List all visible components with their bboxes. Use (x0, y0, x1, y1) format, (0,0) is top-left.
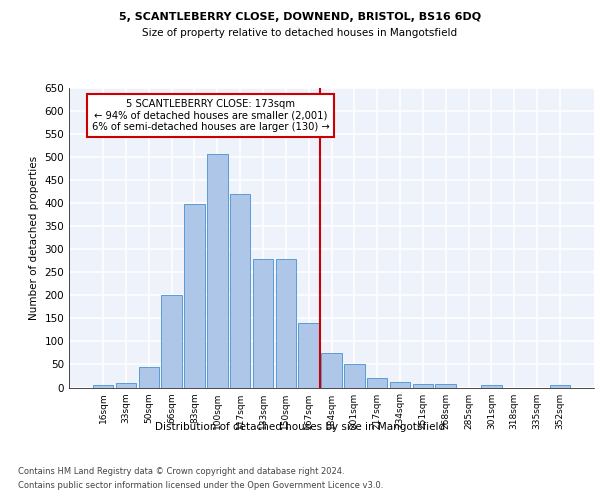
Bar (321, 353, 342, 388)
Text: 5 SCANTLEBERRY CLOSE: 173sqm
← 94% of detached houses are smaller (2,001)
6% of : 5 SCANTLEBERRY CLOSE: 173sqm ← 94% of de… (92, 99, 329, 132)
Bar (275, 259, 296, 388)
Bar (367, 378, 388, 388)
Bar (253, 259, 273, 388)
Bar (550, 385, 570, 388)
Bar (413, 384, 433, 388)
Bar (184, 204, 205, 388)
Bar (230, 194, 250, 388)
Bar (436, 384, 456, 388)
Text: Contains HM Land Registry data © Crown copyright and database right 2024.: Contains HM Land Registry data © Crown c… (18, 468, 344, 476)
Bar (344, 364, 365, 388)
Bar (390, 382, 410, 388)
Bar (161, 295, 182, 388)
Bar (93, 385, 113, 388)
Text: Size of property relative to detached houses in Mangotsfield: Size of property relative to detached ho… (142, 28, 458, 38)
Bar (116, 383, 136, 388)
Bar (207, 154, 227, 388)
Text: Contains public sector information licensed under the Open Government Licence v3: Contains public sector information licen… (18, 481, 383, 490)
Bar (481, 385, 502, 388)
Text: Distribution of detached houses by size in Mangotsfield: Distribution of detached houses by size … (155, 422, 445, 432)
Text: 5, SCANTLEBERRY CLOSE, DOWNEND, BRISTOL, BS16 6DQ: 5, SCANTLEBERRY CLOSE, DOWNEND, BRISTOL,… (119, 12, 481, 22)
Bar (139, 366, 159, 388)
Bar (298, 323, 319, 388)
Y-axis label: Number of detached properties: Number of detached properties (29, 156, 39, 320)
